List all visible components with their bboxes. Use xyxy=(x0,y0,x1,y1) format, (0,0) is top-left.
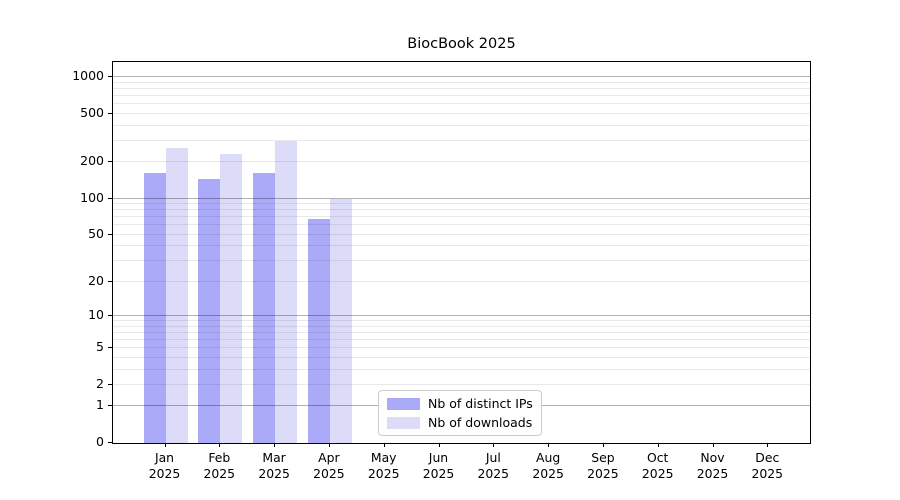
y-tick-label: 500 xyxy=(80,104,104,120)
minor-gridline xyxy=(113,209,810,211)
y-tick-label: 20 xyxy=(88,272,104,288)
minor-gridline xyxy=(113,124,810,126)
minor-gridline xyxy=(113,224,810,226)
minor-gridline xyxy=(113,356,810,358)
minor-gridline xyxy=(113,88,810,89)
minor-gridline xyxy=(113,368,810,370)
y-tick-label: 1 xyxy=(96,397,104,413)
major-gridline xyxy=(113,76,810,78)
minor-gridline xyxy=(113,203,810,205)
y-tick-mark xyxy=(108,280,112,282)
x-tick-label: Mar 2025 xyxy=(258,450,290,481)
x-tick-mark xyxy=(438,443,440,447)
y-tick-mark xyxy=(108,112,112,114)
y-tick-label: 10 xyxy=(88,307,104,322)
legend: Nb of distinct IPs Nb of downloads xyxy=(378,390,542,436)
y-tick-label: 100 xyxy=(80,189,104,205)
minor-gridline xyxy=(113,260,810,262)
x-tick-mark xyxy=(164,443,166,447)
minor-gridline xyxy=(113,245,810,247)
y-tick-mark xyxy=(108,383,112,385)
minor-gridline xyxy=(113,112,810,114)
y-tick-mark xyxy=(108,405,112,407)
bar-nb-of-distinct-ips-feb xyxy=(198,179,221,443)
x-tick-mark xyxy=(328,443,330,447)
x-tick-label: May 2025 xyxy=(367,450,400,481)
minor-gridline xyxy=(113,383,810,385)
bar-nb-of-distinct-ips-apr xyxy=(307,218,330,443)
y-tick-mark xyxy=(108,161,112,163)
x-tick-label: Apr 2025 xyxy=(313,450,345,481)
y-tick-mark xyxy=(108,442,112,443)
x-tick-mark xyxy=(274,443,276,447)
minor-gridline xyxy=(113,103,810,105)
bar-nb-of-downloads-mar xyxy=(275,140,298,443)
y-tick-mark xyxy=(108,76,112,78)
y-tick-mark xyxy=(108,315,112,316)
minor-gridline xyxy=(113,280,810,282)
plot-area: Nb of distinct IPs Nb of downloads xyxy=(112,61,811,444)
x-tick-label: Jan 2025 xyxy=(148,450,181,481)
x-tick-mark xyxy=(383,443,385,447)
x-tick-label: Aug 2025 xyxy=(532,450,564,481)
minor-gridline xyxy=(113,95,810,97)
minor-gridline xyxy=(113,320,810,322)
x-tick-label: Nov 2025 xyxy=(696,450,729,481)
y-tick-label: 200 xyxy=(80,153,104,169)
x-tick-label: Feb 2025 xyxy=(203,450,236,481)
major-gridline xyxy=(113,315,810,316)
bar-nb-of-downloads-apr xyxy=(329,198,352,443)
y-tick-label: 50 xyxy=(88,225,104,241)
legend-swatch-downloads xyxy=(387,416,420,429)
x-tick-mark xyxy=(602,443,604,447)
y-tick-mark xyxy=(108,197,112,199)
minor-gridline xyxy=(113,325,810,327)
legend-label-downloads: Nb of downloads xyxy=(428,415,533,430)
x-tick-mark xyxy=(657,443,659,447)
minor-gridline xyxy=(113,161,810,163)
legend-label-distinct-ips: Nb of distinct IPs xyxy=(428,396,533,411)
x-tick-mark xyxy=(712,443,714,447)
y-tick-label: 1000 xyxy=(72,68,104,84)
bar-nb-of-downloads-jan xyxy=(165,148,188,443)
x-tick-label: Oct 2025 xyxy=(641,450,674,481)
bar-nb-of-distinct-ips-mar xyxy=(253,172,276,443)
x-tick-mark xyxy=(548,443,550,447)
y-tick-mark xyxy=(108,233,112,235)
y-tick-label: 2 xyxy=(96,375,104,391)
x-tick-label: Sep 2025 xyxy=(587,450,619,481)
x-tick-mark xyxy=(219,443,221,447)
minor-gridline xyxy=(113,216,810,218)
minor-gridline xyxy=(113,331,810,333)
chart-title: BiocBook 2025 xyxy=(407,36,516,52)
y-tick-mark xyxy=(108,347,112,349)
bar-nb-of-distinct-ips-jan xyxy=(143,173,166,443)
x-tick-label: Jul 2025 xyxy=(477,450,510,481)
x-tick-label: Jun 2025 xyxy=(422,450,455,481)
legend-item-distinct-ips: Nb of distinct IPs xyxy=(387,396,533,411)
minor-gridline xyxy=(113,139,810,141)
y-tick-label: 0 xyxy=(96,434,104,449)
minor-gridline xyxy=(113,81,810,83)
x-tick-mark xyxy=(493,443,495,447)
x-tick-mark xyxy=(767,443,769,447)
legend-item-downloads: Nb of downloads xyxy=(387,415,533,430)
bar-nb-of-downloads-feb xyxy=(220,153,243,443)
minor-gridline xyxy=(113,347,810,349)
legend-swatch-distinct-ips xyxy=(387,397,420,410)
minor-gridline xyxy=(113,339,810,340)
y-tick-label: 5 xyxy=(96,339,104,355)
minor-gridline xyxy=(113,233,810,235)
x-tick-label: Dec 2025 xyxy=(751,450,784,481)
major-gridline xyxy=(113,197,810,199)
